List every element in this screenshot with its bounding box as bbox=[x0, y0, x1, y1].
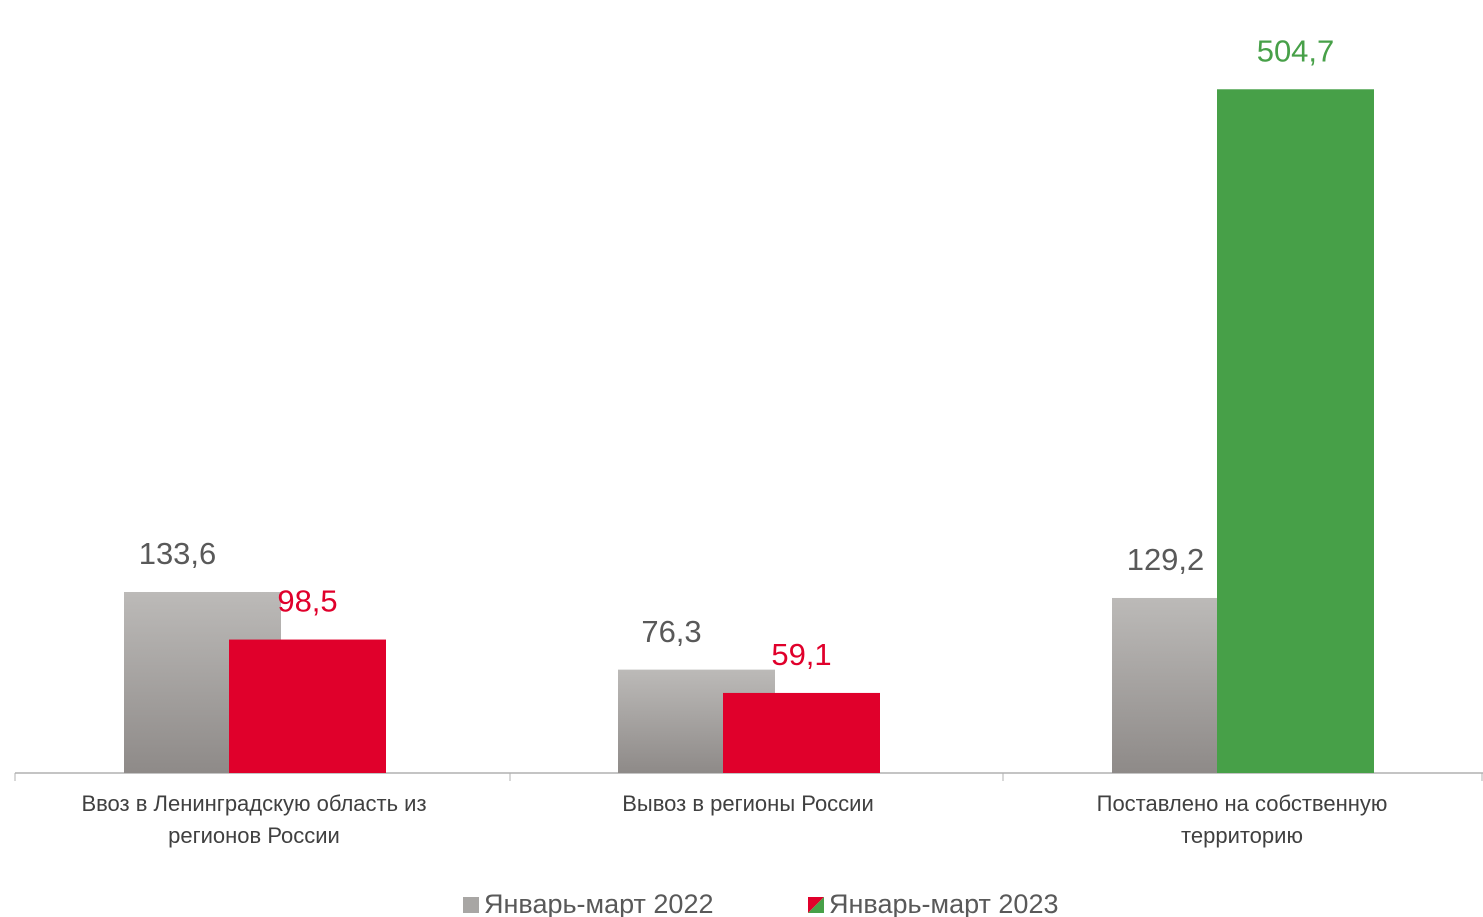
x-tick-label: Поставлено на собственную территорию bbox=[1096, 791, 1388, 848]
data-label: 504,7 bbox=[1257, 33, 1335, 68]
data-label: 59,1 bbox=[771, 637, 831, 672]
bar bbox=[1217, 89, 1374, 773]
bar bbox=[229, 639, 386, 773]
data-label: 76,3 bbox=[641, 614, 701, 649]
bar bbox=[723, 692, 880, 773]
legend-label: Январь-март 2022 bbox=[484, 889, 713, 917]
data-label: 129,2 bbox=[1127, 542, 1205, 577]
x-tick-label: Ввоз в Ленинградскую область из регионов… bbox=[81, 791, 427, 848]
data-label: 133,6 bbox=[139, 536, 217, 571]
legend-marker bbox=[808, 897, 824, 913]
legend-marker bbox=[463, 897, 479, 913]
x-tick-label: Вывоз в регионы России bbox=[622, 791, 874, 816]
data-label: 98,5 bbox=[277, 584, 337, 619]
legend-label: Январь-март 2023 bbox=[829, 889, 1058, 917]
